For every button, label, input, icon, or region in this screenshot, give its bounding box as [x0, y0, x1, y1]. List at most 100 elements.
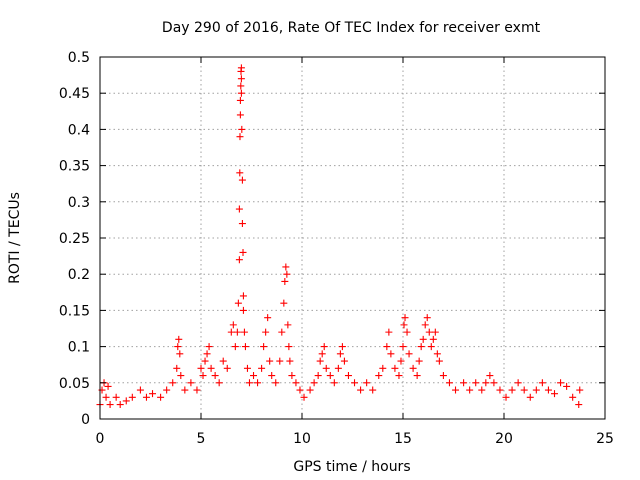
data-point	[395, 372, 403, 380]
data-point	[239, 248, 247, 256]
data-point	[379, 364, 387, 372]
data-point	[314, 372, 322, 380]
data-point	[283, 270, 291, 278]
data-point	[215, 379, 223, 387]
data-point	[310, 379, 318, 387]
data-point	[272, 379, 280, 387]
data-point	[239, 292, 247, 300]
data-point	[285, 343, 293, 351]
data-point	[486, 372, 494, 380]
data-point	[357, 386, 365, 394]
y-tick-label: 0.45	[59, 86, 90, 102]
data-point	[405, 350, 413, 358]
x-axis-label: GPS time / hours	[293, 459, 410, 475]
data-point	[187, 379, 195, 387]
data-point	[400, 321, 408, 329]
data-point	[439, 372, 447, 380]
data-point	[538, 379, 546, 387]
y-tick-label: 0.1	[68, 340, 90, 356]
data-point	[351, 379, 359, 387]
data-point	[387, 350, 395, 358]
data-point	[409, 364, 417, 372]
data-point	[569, 393, 577, 401]
data-point	[385, 328, 393, 336]
data-point	[452, 386, 460, 394]
data-point	[264, 314, 272, 322]
x-tick-label: 10	[293, 431, 311, 447]
data-point	[205, 343, 213, 351]
data-point	[238, 125, 246, 133]
data-point	[429, 335, 437, 343]
data-point	[203, 350, 211, 358]
data-point	[460, 379, 468, 387]
data-point	[417, 343, 425, 351]
data-point	[239, 306, 247, 314]
x-tick-label: 25	[596, 431, 614, 447]
data-point	[241, 343, 249, 351]
data-point	[149, 390, 157, 398]
data-point	[278, 328, 286, 336]
data-point	[284, 321, 292, 329]
data-points	[96, 64, 584, 409]
data-point	[181, 386, 189, 394]
data-point	[227, 328, 235, 336]
data-point	[413, 372, 421, 380]
data-point	[281, 277, 289, 285]
x-tick-label: 0	[96, 431, 105, 447]
data-point	[102, 393, 110, 401]
data-point	[231, 343, 239, 351]
grid-lines	[100, 57, 605, 419]
data-point	[234, 299, 242, 307]
data-point	[237, 75, 245, 83]
data-point	[229, 321, 237, 329]
data-point	[401, 314, 409, 322]
data-point	[258, 364, 266, 372]
data-point	[575, 401, 583, 409]
data-point	[173, 364, 181, 372]
data-point	[175, 335, 183, 343]
y-tick-label: 0.4	[68, 122, 90, 138]
data-point	[280, 299, 288, 307]
x-tick-label: 20	[495, 431, 513, 447]
data-point	[219, 357, 227, 365]
data-point	[237, 82, 245, 90]
data-point	[286, 357, 294, 365]
data-point	[276, 357, 284, 365]
data-point	[116, 401, 124, 409]
data-point	[238, 220, 246, 228]
data-point	[169, 379, 177, 387]
data-point	[482, 379, 490, 387]
data-point	[157, 393, 165, 401]
data-point	[254, 379, 262, 387]
axis-ticks	[99, 56, 606, 420]
data-point	[128, 393, 136, 401]
data-point	[262, 328, 270, 336]
data-point	[496, 386, 504, 394]
data-point	[383, 343, 391, 351]
data-point	[526, 393, 534, 401]
data-point	[106, 401, 114, 409]
y-tick-label: 0.05	[59, 376, 90, 392]
data-point	[391, 364, 399, 372]
y-tick-labels: 0 0.05 0.1 0.15 0.2 0.25 0.3 0.35 0.4 0.45 0.5	[59, 50, 90, 428]
data-point	[431, 328, 439, 336]
data-point	[326, 372, 334, 380]
data-point	[419, 335, 427, 343]
y-tick-label: 0	[81, 412, 90, 428]
data-point	[236, 96, 244, 104]
data-point	[174, 343, 182, 351]
data-point	[490, 379, 498, 387]
data-point	[421, 321, 429, 329]
data-point	[445, 379, 453, 387]
y-tick-label: 0.2	[68, 267, 90, 283]
chart-title: Day 290 of 2016, Rate Of TEC Index for r…	[162, 20, 541, 36]
data-point	[282, 263, 290, 271]
data-point	[433, 350, 441, 358]
data-point	[104, 382, 112, 390]
data-point	[233, 328, 241, 336]
data-point	[240, 328, 248, 336]
y-tick-label: 0.35	[59, 159, 90, 175]
data-point	[435, 357, 443, 365]
data-point	[177, 372, 185, 380]
data-point	[544, 386, 552, 394]
